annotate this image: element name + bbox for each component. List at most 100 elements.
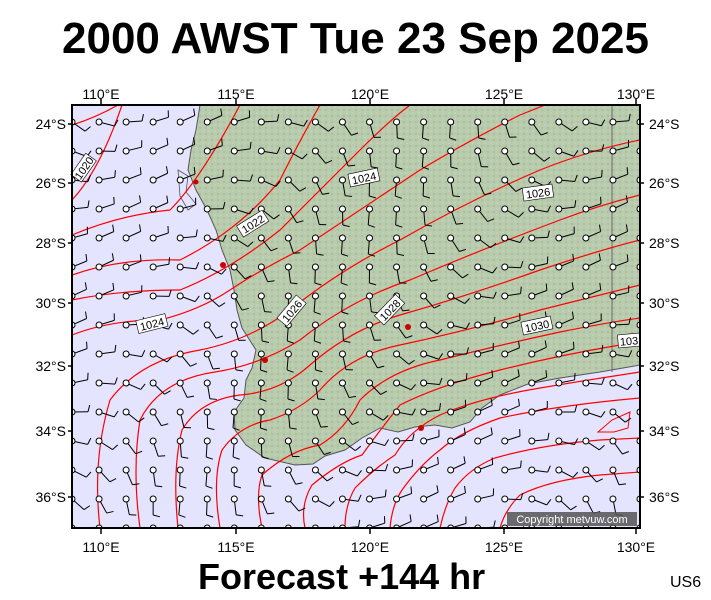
station-circle [257,321,265,329]
station-circle [501,205,509,213]
barb-feather [466,347,469,355]
station-circle [230,408,238,416]
barb-feather [325,159,333,164]
barb-feather [410,486,413,494]
barb-feather [571,282,574,290]
station-circle [420,234,428,242]
barb-feather [654,138,655,145]
station-circle [284,292,292,300]
barb-feather [450,166,458,170]
barb-staff [531,527,533,528]
barb-feather [166,137,169,145]
barb-feather [493,520,496,528]
barb-feather [519,236,525,243]
barb-feather [654,196,655,203]
city-marker [262,357,268,363]
station-circle [311,350,319,358]
isobar-line [175,239,640,528]
barb-feather [276,114,280,122]
barb-feather [520,286,522,294]
station-circle [582,379,590,387]
station-circle [501,263,509,271]
station-circle [447,321,455,329]
station-circle [474,234,482,242]
station-circle [338,321,346,329]
barb-staff [152,527,154,528]
station-circle [95,176,103,184]
station-circle [582,118,590,126]
station-circle [311,176,319,184]
barb-feather [221,138,223,146]
station-circle [501,437,509,445]
barb-feather [179,485,187,489]
station-circle [474,321,482,329]
station-circle [95,321,103,329]
barb-feather [573,150,579,157]
forecast-hour: Forecast +144 hr [198,556,486,597]
barb-feather [487,218,495,223]
station-circle [501,234,509,242]
barb-feather [465,373,468,381]
barb-feather [395,224,403,228]
station-circle [366,495,374,503]
station-circle [528,176,536,184]
station-circle [582,408,590,416]
station-circle [528,263,536,271]
barb-staff [639,266,640,267]
lat-labels-left: 24°S 26°S 28°S 30°S 32°S 34°S 36°S [35,116,66,505]
barb-feather [275,180,281,187]
barb-feather [301,153,308,160]
station-circle [528,118,536,126]
barb-feather [547,230,550,238]
barb-feather [625,224,629,232]
barb-feather [270,247,278,252]
barb-feather [241,307,249,311]
station-circle [203,437,211,445]
barb-feather [205,485,213,489]
barb-feather [341,311,349,315]
barb-feather [166,195,169,203]
station-circle [176,205,184,213]
isobar-label: 1026 [525,186,551,201]
station-circle [230,263,238,271]
station-circle [284,437,292,445]
station-circle [393,321,401,329]
barb-feather [290,282,298,285]
barb-feather [303,119,308,127]
station-circle [257,379,265,387]
barb-feather [651,391,657,394]
station-circle [366,350,374,358]
station-circle [474,408,482,416]
station-circle [582,292,590,300]
station-circle [420,466,428,474]
barb-feather [571,311,574,319]
station-circle [528,234,536,242]
station-circle [420,437,428,445]
station-circle [257,234,265,242]
barb-feather [260,369,268,373]
barb-feather [520,460,522,468]
station-circle [122,321,130,329]
station-circle [284,118,292,126]
barb-feather [322,192,330,195]
isobar-line [72,105,321,276]
station-circle [609,408,617,416]
barb-feather [267,280,275,283]
station-circle [501,495,509,503]
barb-feather [329,501,335,507]
barb-feather [244,275,252,280]
station-circle [203,263,211,271]
barb-feather [195,262,200,270]
barb-feather [267,512,275,515]
station-circle [366,234,374,242]
station-circle [609,234,617,242]
station-circle [528,408,536,416]
station-circle [474,350,482,358]
barb-feather [206,514,214,518]
station-circle [203,321,211,329]
station-circle [474,466,482,474]
barb-feather [249,174,254,182]
barb-staff [261,527,262,528]
barb-feather [302,532,307,537]
station-circle [420,147,428,155]
